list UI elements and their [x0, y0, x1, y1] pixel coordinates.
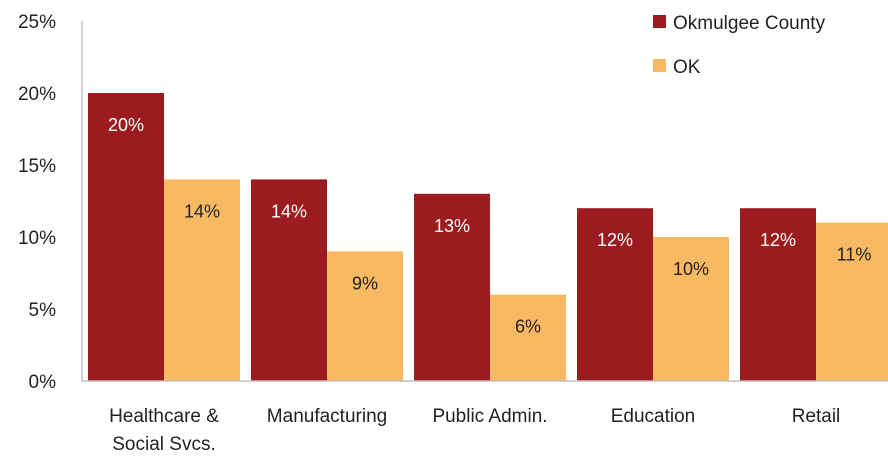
bar-county: [88, 93, 164, 381]
x-tick-label: Public Admin.: [432, 406, 547, 427]
bar-county: [577, 208, 653, 381]
data-label: 20%: [108, 115, 144, 135]
bar-state: [164, 179, 240, 381]
x-tick-label: Social Svcs.: [112, 434, 215, 455]
y-tick-label: 25%: [18, 12, 56, 33]
y-tick-label: 20%: [18, 84, 56, 105]
bar-state: [327, 251, 403, 381]
legend-swatch: [653, 59, 666, 72]
x-tick-label: Education: [611, 406, 696, 427]
x-tick-label: Healthcare &: [109, 406, 219, 427]
legend: Okmulgee County OK: [653, 13, 826, 78]
y-tick-label: 15%: [18, 156, 56, 177]
legend-swatch: [653, 15, 666, 28]
x-tick-label: Manufacturing: [267, 406, 387, 427]
bar-county: [740, 208, 816, 381]
data-label: 13%: [434, 216, 470, 236]
y-tick-label: 0%: [29, 372, 57, 393]
data-label: 14%: [184, 201, 220, 221]
bar-state: [490, 294, 566, 381]
data-label: 14%: [271, 201, 307, 221]
bar-county: [414, 193, 490, 381]
data-label: 12%: [760, 230, 796, 250]
bar-county: [251, 179, 327, 381]
legend-label: OK: [673, 57, 701, 78]
data-label: 11%: [837, 245, 872, 265]
bar-state: [653, 237, 729, 381]
data-label: 9%: [352, 273, 378, 293]
data-labels-group: 20% 14% 14% 9% 13% 6% 12% 10% 12% 11%: [108, 115, 871, 337]
legend-label: Okmulgee County: [673, 13, 826, 34]
data-label: 10%: [673, 259, 709, 279]
data-label: 6%: [515, 317, 541, 337]
x-tick-label: Retail: [792, 406, 841, 427]
y-tick-label: 5%: [29, 300, 57, 321]
x-axis: Healthcare & Social Svcs. Manufacturing Pub…: [82, 380, 888, 455]
y-tick-label: 10%: [18, 228, 56, 249]
bars-group: [88, 93, 888, 381]
bar-state: [816, 222, 888, 381]
y-axis: 0% 5% 10% 15% 20% 25%: [18, 12, 83, 393]
data-label: 12%: [597, 230, 633, 250]
